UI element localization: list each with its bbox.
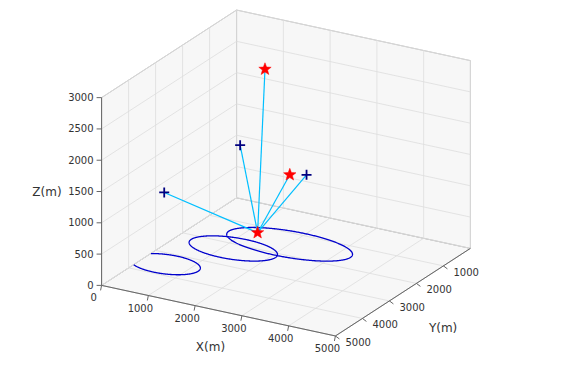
z-tick-label: 3000 <box>68 92 93 103</box>
ellipse <box>189 236 277 261</box>
y-tick <box>362 318 366 321</box>
y-tick-label: 1000 <box>453 267 478 278</box>
y-grid-line <box>210 215 444 266</box>
x-pane <box>102 10 237 285</box>
plus-marker <box>235 140 245 150</box>
y-tick <box>389 301 393 304</box>
z-tick <box>97 97 102 98</box>
star-marker <box>259 63 271 75</box>
axes <box>97 98 471 341</box>
z-grid-line <box>102 41 237 129</box>
x-tick-label: 1000 <box>128 303 153 314</box>
x-grid-line <box>242 228 377 316</box>
x-tick <box>194 306 195 311</box>
z-grid-line <box>237 10 471 61</box>
x-tick-label: 2000 <box>174 313 199 324</box>
line <box>240 145 257 233</box>
x-tick <box>288 326 289 331</box>
plus-marker <box>302 170 312 180</box>
z-tick-label: 1500 <box>68 186 93 197</box>
y-tick-label: 4000 <box>372 319 397 330</box>
z-grid-line <box>237 135 471 186</box>
x-tick <box>241 316 242 321</box>
z-axis-label: Z(m) <box>32 185 61 199</box>
z-tick <box>97 254 102 255</box>
x-axis-label: X(m) <box>196 340 225 354</box>
z-tick-label: 1000 <box>68 217 93 228</box>
y-grid-line <box>102 285 336 336</box>
z-tick-label: 2500 <box>68 123 93 134</box>
z-grid-line <box>237 198 471 249</box>
z-tick <box>97 160 102 161</box>
z-tick <box>97 191 102 192</box>
z-tick-label: 0 <box>87 280 93 291</box>
x-tick-label: 0 <box>90 292 96 303</box>
y-tick <box>416 283 420 286</box>
z-grid-line <box>102 198 237 286</box>
ellipse <box>227 227 353 261</box>
y-grid-line <box>129 268 363 319</box>
panes <box>102 10 471 336</box>
y-tick-label: 5000 <box>345 337 370 348</box>
line <box>164 192 257 232</box>
x-tick <box>147 296 148 301</box>
x-grid-line <box>335 248 470 336</box>
z-tick <box>97 285 102 286</box>
z-tick-label: 2000 <box>68 155 93 166</box>
chart: 0100020003000400050001000200030004000500… <box>0 0 576 384</box>
z-grid-line <box>102 73 237 161</box>
line <box>258 175 307 233</box>
z-grid-line <box>102 10 237 98</box>
z-grid-line <box>237 167 471 218</box>
y-tick <box>335 336 339 339</box>
y-tick-label: 2000 <box>426 284 451 295</box>
x-tick-label: 4000 <box>268 333 293 344</box>
line <box>258 175 290 233</box>
x-tick <box>101 285 102 290</box>
plus-marker <box>159 187 169 197</box>
star-marker <box>251 226 263 238</box>
y-axis-line <box>335 248 470 336</box>
line <box>258 69 265 232</box>
ellipse <box>134 254 201 275</box>
y-tick-label: 3000 <box>399 302 424 313</box>
z-grid-line <box>237 41 471 92</box>
z-tick-label: 500 <box>74 249 93 260</box>
y-grid-line <box>156 250 390 301</box>
z-grid-line <box>237 104 471 155</box>
z-grid-line <box>102 167 237 255</box>
y-tick <box>443 266 447 269</box>
x-axis-line <box>102 285 336 336</box>
x-tick-label: 5000 <box>315 343 340 354</box>
star-marker <box>284 168 296 180</box>
x-tick-label: 3000 <box>221 323 246 334</box>
x-grid-line <box>195 218 330 306</box>
grid <box>102 10 471 336</box>
y-pane <box>237 10 471 248</box>
z-grid-line <box>237 73 471 124</box>
z-tick <box>97 128 102 129</box>
x-grid-line <box>102 198 237 286</box>
z-grid-line <box>102 104 237 192</box>
y-grid-line <box>183 233 417 284</box>
data <box>134 63 353 275</box>
z-grid-line <box>102 135 237 223</box>
y-axis-label: Y(m) <box>428 321 457 335</box>
x-tick <box>334 336 335 341</box>
z-tick <box>97 222 102 223</box>
